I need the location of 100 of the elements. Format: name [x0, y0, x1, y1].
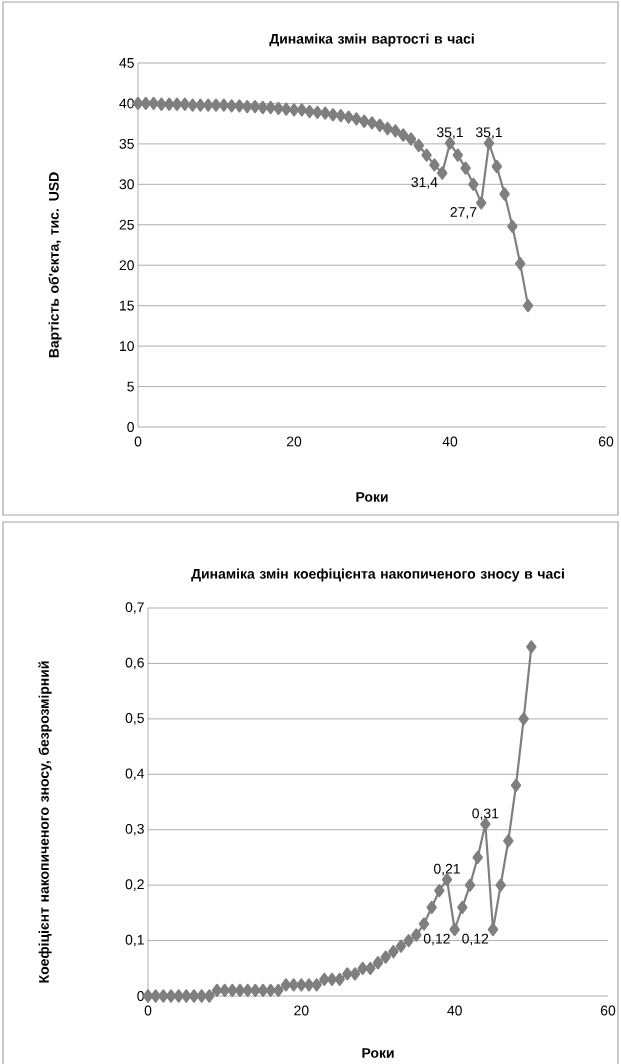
- data-label: 0,12: [423, 933, 450, 946]
- point: [388, 945, 399, 959]
- point: [334, 972, 345, 986]
- point: [296, 103, 308, 117]
- point: [413, 138, 425, 153]
- point: [187, 98, 198, 112]
- y-tick-label: 0,5: [125, 713, 144, 725]
- point: [475, 196, 487, 210]
- point: [179, 97, 191, 111]
- data-label: 31,4: [411, 177, 438, 189]
- y-axis-title: Коефіцієнт накопиченого зносу, безрозмірний: [38, 661, 52, 983]
- point: [311, 978, 322, 992]
- point: [163, 97, 175, 111]
- point: [457, 900, 468, 914]
- point: [288, 103, 300, 117]
- point: [429, 158, 440, 172]
- point: [158, 989, 169, 1003]
- x-tick-label: 60: [598, 436, 614, 447]
- point: [304, 104, 315, 119]
- y-tick-label: 35: [119, 138, 134, 149]
- point: [265, 100, 276, 115]
- point: [472, 850, 483, 865]
- y-tick-label: 40: [119, 98, 134, 109]
- y-tick-label: 10: [120, 341, 134, 352]
- x-tick-label: 20: [286, 436, 302, 447]
- y-tick-label: 20: [119, 260, 134, 271]
- y-tick-label: 25: [119, 219, 134, 230]
- data-label: 35,1: [436, 127, 463, 139]
- point: [452, 148, 464, 162]
- point: [156, 97, 167, 111]
- point: [418, 917, 430, 931]
- point: [173, 989, 184, 1003]
- point: [464, 878, 476, 892]
- point: [507, 219, 518, 233]
- point: [226, 99, 237, 113]
- y-tick-label: 0,2: [125, 879, 144, 891]
- point: [280, 978, 292, 992]
- point: [460, 161, 471, 175]
- data-label: 27,7: [450, 207, 477, 219]
- data-label: 35,1: [475, 127, 502, 139]
- point: [449, 922, 460, 937]
- point: [510, 778, 522, 792]
- point: [227, 983, 238, 998]
- point: [342, 967, 353, 981]
- point: [195, 98, 206, 112]
- point: [280, 102, 292, 116]
- point: [218, 98, 230, 112]
- point: [335, 108, 347, 123]
- point: [204, 989, 215, 1003]
- x-tick-label: 0: [144, 1005, 152, 1016]
- point: [219, 983, 230, 998]
- point: [351, 112, 362, 126]
- y-tick-label: 0,1: [125, 934, 144, 947]
- point: [150, 989, 161, 1003]
- chart-title: Динаміка змін вартості в часі: [269, 33, 474, 47]
- point: [372, 956, 384, 970]
- point: [188, 989, 200, 1003]
- point: [411, 928, 422, 942]
- point: [250, 983, 261, 998]
- point: [241, 100, 253, 114]
- point: [491, 159, 503, 174]
- point: [242, 983, 253, 998]
- point: [319, 972, 330, 986]
- point: [522, 299, 534, 313]
- point: [319, 106, 331, 120]
- point: [296, 978, 307, 992]
- point: [514, 256, 526, 271]
- point: [503, 834, 514, 848]
- y-tick-label: 0,7: [125, 602, 144, 614]
- point: [234, 983, 246, 998]
- point: [357, 961, 368, 975]
- y-tick-label: 0,6: [125, 657, 144, 670]
- y-tick-label: 0: [137, 991, 144, 1001]
- point: [211, 983, 223, 998]
- point: [273, 101, 284, 115]
- y-tick-label: 15: [120, 300, 134, 311]
- point: [171, 97, 183, 111]
- point: [374, 118, 386, 132]
- chart-title: Динаміка змін коефіцієнта накопиченого зносу в часі: [191, 568, 564, 582]
- point: [273, 983, 284, 998]
- point: [288, 978, 299, 992]
- y-tick-label: 30: [119, 179, 134, 190]
- y-tick-label: 0,3: [125, 823, 144, 836]
- point: [196, 989, 207, 1003]
- point: [326, 972, 338, 986]
- y-tick-label: 0,4: [125, 768, 145, 781]
- x-tick-label: 20: [294, 1005, 309, 1016]
- point: [436, 166, 448, 180]
- point: [148, 96, 159, 111]
- point: [349, 967, 361, 981]
- point: [257, 100, 269, 115]
- point: [421, 148, 432, 162]
- x-tick-label: 40: [442, 436, 458, 447]
- data-label: 0,12: [462, 933, 489, 946]
- point: [403, 933, 414, 948]
- y-tick-label: 5: [127, 381, 134, 392]
- point: [265, 983, 276, 998]
- point: [181, 989, 192, 1003]
- point: [312, 105, 323, 119]
- point: [358, 114, 370, 128]
